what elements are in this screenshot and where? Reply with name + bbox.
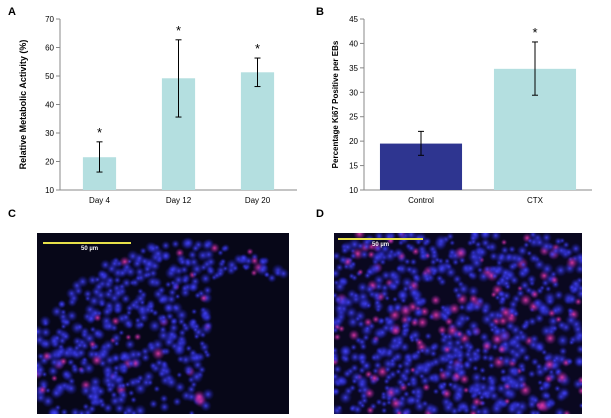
chart-a-significance-marker: * bbox=[255, 41, 260, 56]
chart-b-significance-marker: * bbox=[532, 25, 537, 40]
chart-a-y-tick-label: 50 bbox=[45, 72, 54, 81]
chart-a-category-label: Day 20 bbox=[245, 196, 271, 205]
chart-b-y-axis-label: Percentage Ki67 Positive per EBs bbox=[331, 40, 340, 168]
chart-b-category-label: Control bbox=[408, 196, 434, 205]
chart-a-y-tick-label: 70 bbox=[45, 15, 54, 24]
chart-a-category-label: Day 4 bbox=[89, 196, 110, 205]
chart-b-y-tick-label: 25 bbox=[349, 113, 358, 122]
chart-b-y-tick-label: 45 bbox=[349, 15, 358, 24]
panel-label-d: D bbox=[316, 208, 324, 220]
chart-b-y-tick-label: 20 bbox=[349, 137, 358, 146]
micrograph-c-image bbox=[37, 233, 289, 414]
chart-b-y-tick-label: 15 bbox=[349, 162, 358, 171]
chart-a-category-label: Day 12 bbox=[166, 196, 192, 205]
chart-b-y-tick-label: 10 bbox=[349, 186, 358, 195]
chart-b-category-label: CTX bbox=[527, 196, 544, 205]
chart-b-y-tick-label: 30 bbox=[349, 88, 358, 97]
chart-a-bar bbox=[240, 72, 275, 190]
panel-label-c: C bbox=[8, 208, 16, 220]
chart-a-y-tick-label: 20 bbox=[45, 158, 54, 167]
scale-bar-d bbox=[338, 238, 423, 240]
scale-bar-c bbox=[43, 242, 131, 244]
micrograph-c: 50 µm bbox=[37, 233, 289, 414]
chart-a-y-tick-label: 10 bbox=[45, 186, 54, 195]
micrograph-d-image bbox=[334, 233, 582, 414]
chart-a-y-tick-label: 40 bbox=[45, 101, 54, 110]
chart-a-significance-marker: * bbox=[176, 23, 181, 38]
scale-bar-label-c: 50 µm bbox=[81, 246, 99, 252]
chart-a-y-axis-label: Relative Metabolic Activity (%) bbox=[18, 40, 28, 170]
chart-a-y-tick-label: 30 bbox=[45, 129, 54, 138]
chart-b-ki67-positive: 10 15 20 25 30 35 40 45 Percentage Ki67 Positive… bbox=[331, 15, 592, 205]
panel-label-a: A bbox=[8, 6, 16, 18]
micrograph-d: 50 µm bbox=[334, 233, 582, 414]
chart-a-y-tick-label: 60 bbox=[45, 44, 54, 53]
chart-b-y-tick-label: 35 bbox=[349, 64, 358, 73]
panel-label-b: B bbox=[316, 6, 324, 18]
chart-a-significance-marker: * bbox=[97, 125, 102, 140]
chart-a-metabolic-activity: 10 20 30 40 50 60 70 Relative Metabolic Activit… bbox=[18, 15, 297, 205]
chart-b-y-tick-label: 40 bbox=[349, 39, 358, 48]
scale-bar-label-d: 50 µm bbox=[372, 242, 390, 248]
